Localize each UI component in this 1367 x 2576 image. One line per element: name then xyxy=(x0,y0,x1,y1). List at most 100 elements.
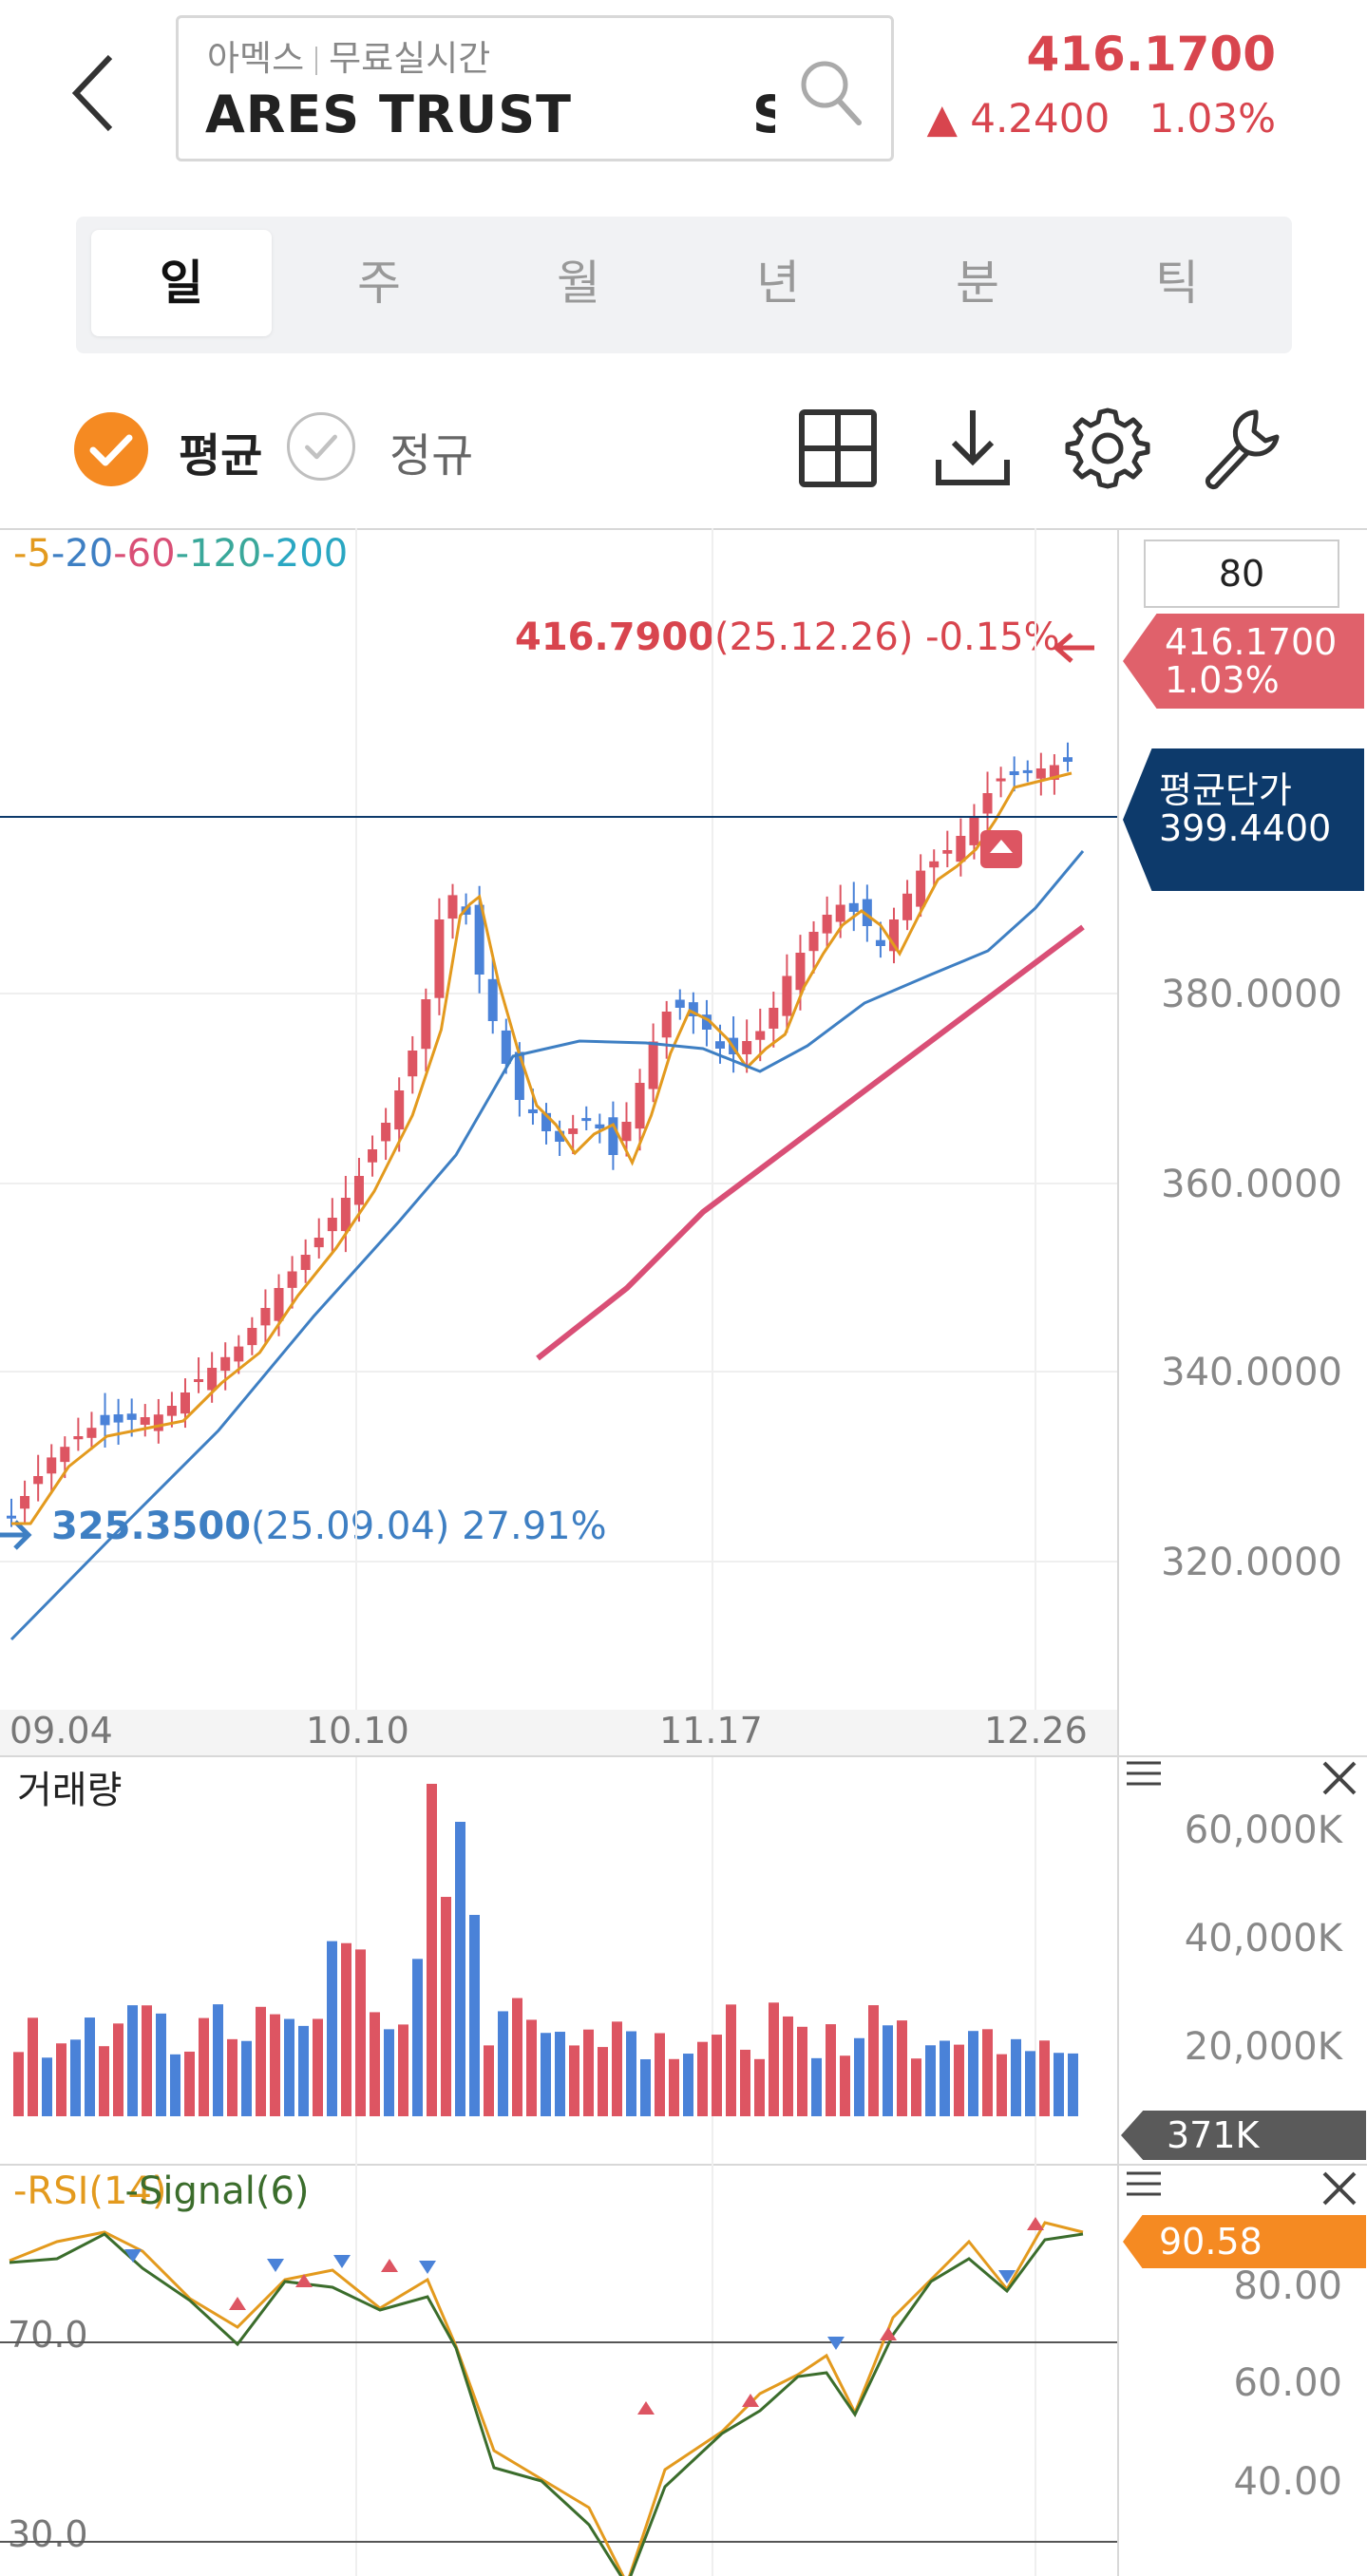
candle-body xyxy=(674,999,685,1008)
candle-body xyxy=(60,1447,70,1463)
volume-bar xyxy=(384,2029,394,2116)
tab-month[interactable]: 월 xyxy=(557,256,600,311)
close-icon[interactable] xyxy=(1320,1759,1358,1797)
volume-bar xyxy=(441,1897,451,2116)
volume-bar xyxy=(726,2004,736,2116)
volume-bar xyxy=(484,2045,494,2116)
candle-body xyxy=(822,915,832,934)
volume-bar xyxy=(270,2014,280,2116)
y-tick-340: 340.0000 xyxy=(1161,1351,1342,1394)
candle-body xyxy=(421,999,431,1050)
candle-body xyxy=(487,978,498,1021)
volume-bar xyxy=(241,2040,252,2116)
candle-body xyxy=(848,902,859,912)
candle-body xyxy=(969,816,979,845)
rsi-level-30: 30.0 xyxy=(8,2513,88,2555)
search-icon[interactable] xyxy=(796,54,864,130)
volume-bar xyxy=(569,2045,579,2116)
volume-bar xyxy=(412,1959,423,2116)
candle-body xyxy=(1022,769,1033,773)
y-tick-380: 380.0000 xyxy=(1161,973,1342,1016)
volume-bar xyxy=(42,2057,52,2116)
volume-bar xyxy=(669,2058,679,2116)
candle-body xyxy=(247,1328,257,1346)
average-checkbox[interactable] xyxy=(74,412,148,486)
candle-body xyxy=(568,1128,579,1134)
rsi-close-icon[interactable] xyxy=(1320,2169,1358,2207)
x-tick-1226: 12.26 xyxy=(984,1710,1088,1752)
candle-body xyxy=(902,893,913,920)
candle-body xyxy=(929,861,940,868)
rsi-buy-marker-icon xyxy=(637,2401,655,2415)
candle-body xyxy=(1049,765,1059,781)
candle-count-input[interactable]: 80 xyxy=(1144,540,1339,608)
volume-bar xyxy=(626,2031,636,2116)
signal-line xyxy=(9,2232,1084,2576)
menu-icon[interactable] xyxy=(1125,1759,1163,1788)
current-price-tag: 416.1700 1.03% xyxy=(1123,614,1364,709)
volume-bar xyxy=(826,2024,836,2116)
back-arrow-icon[interactable] xyxy=(63,46,129,141)
download-icon[interactable] xyxy=(927,403,1018,494)
tab-year[interactable]: 년 xyxy=(756,256,800,311)
price-chart[interactable] xyxy=(0,528,1117,2576)
rsi-menu-icon[interactable] xyxy=(1125,2169,1163,2198)
market-info: 아멕스 무료실시간 xyxy=(207,29,490,81)
volume-bar xyxy=(327,1941,337,2116)
ticker-name: ARES TRUST SP xyxy=(205,85,775,144)
candle-body xyxy=(661,1012,672,1038)
gear-icon[interactable] xyxy=(1062,403,1153,494)
volume-bar xyxy=(555,2032,565,2116)
volume-top-border xyxy=(0,1755,1367,1757)
volume-bar xyxy=(113,2023,123,2116)
volume-title: 거래량 xyxy=(17,1769,123,1812)
volume-bar xyxy=(142,2005,152,2116)
candle-body xyxy=(1062,757,1073,762)
rsi-level-70: 70.0 xyxy=(8,2314,88,2356)
candle-body xyxy=(514,1051,524,1100)
volume-bar xyxy=(469,1914,480,2116)
candle-body xyxy=(260,1308,271,1326)
low-pct: 27.91% xyxy=(462,1505,607,1548)
candle-body xyxy=(47,1457,57,1474)
candle-body xyxy=(408,1051,418,1077)
volume-bar xyxy=(1025,2051,1035,2116)
candle-body xyxy=(20,1496,30,1509)
volume-bar xyxy=(697,2041,708,2116)
candle-body xyxy=(1035,768,1046,779)
price-change: ▲ 4.2400 1.03% xyxy=(927,95,1276,142)
volume-bar xyxy=(398,2024,408,2116)
search-box[interactable]: 아멕스 무료실시간 ARES TRUST SP xyxy=(176,15,894,161)
high-pct: -0.15% xyxy=(925,616,1060,659)
rsi-line xyxy=(9,2221,1084,2576)
x-tick-1010: 10.10 xyxy=(306,1710,409,1752)
candle-body xyxy=(113,1414,123,1423)
wrench-icon[interactable] xyxy=(1197,403,1288,494)
tab-tick[interactable]: 틱 xyxy=(1155,256,1199,311)
average-label[interactable]: 평균 xyxy=(179,429,263,483)
grid-icon[interactable] xyxy=(792,403,883,494)
regular-label[interactable]: 정규 xyxy=(389,429,474,483)
volume-bar xyxy=(712,2035,722,2116)
vol-tick-60000: 60,000K xyxy=(1184,1809,1342,1852)
tab-minute[interactable]: 분 xyxy=(956,256,999,311)
avg-price-tag: 평균단가 399.4400 xyxy=(1123,748,1364,891)
candle-body xyxy=(33,1476,44,1485)
volume-bar xyxy=(213,2004,223,2116)
candle-body xyxy=(73,1436,84,1440)
low-price: 325.3500 xyxy=(51,1505,252,1548)
candle-body xyxy=(434,919,445,998)
tab-week[interactable]: 주 xyxy=(357,256,401,311)
rsi-sell-marker-icon xyxy=(998,2270,1016,2283)
volume-bar xyxy=(754,2058,765,2116)
up-arrow-icon: ▲ xyxy=(926,95,958,142)
regular-checkbox[interactable] xyxy=(287,412,355,481)
signal-label: -Signal(6) xyxy=(124,2169,310,2213)
volume-bar xyxy=(583,2029,594,2116)
tab-day[interactable]: 일 xyxy=(91,230,272,336)
candle-body xyxy=(608,1117,618,1155)
volume-bar xyxy=(127,2005,138,2116)
rsi-sell-marker-icon xyxy=(419,2261,436,2274)
candle-body xyxy=(808,932,819,952)
volume-bar xyxy=(811,2057,822,2116)
